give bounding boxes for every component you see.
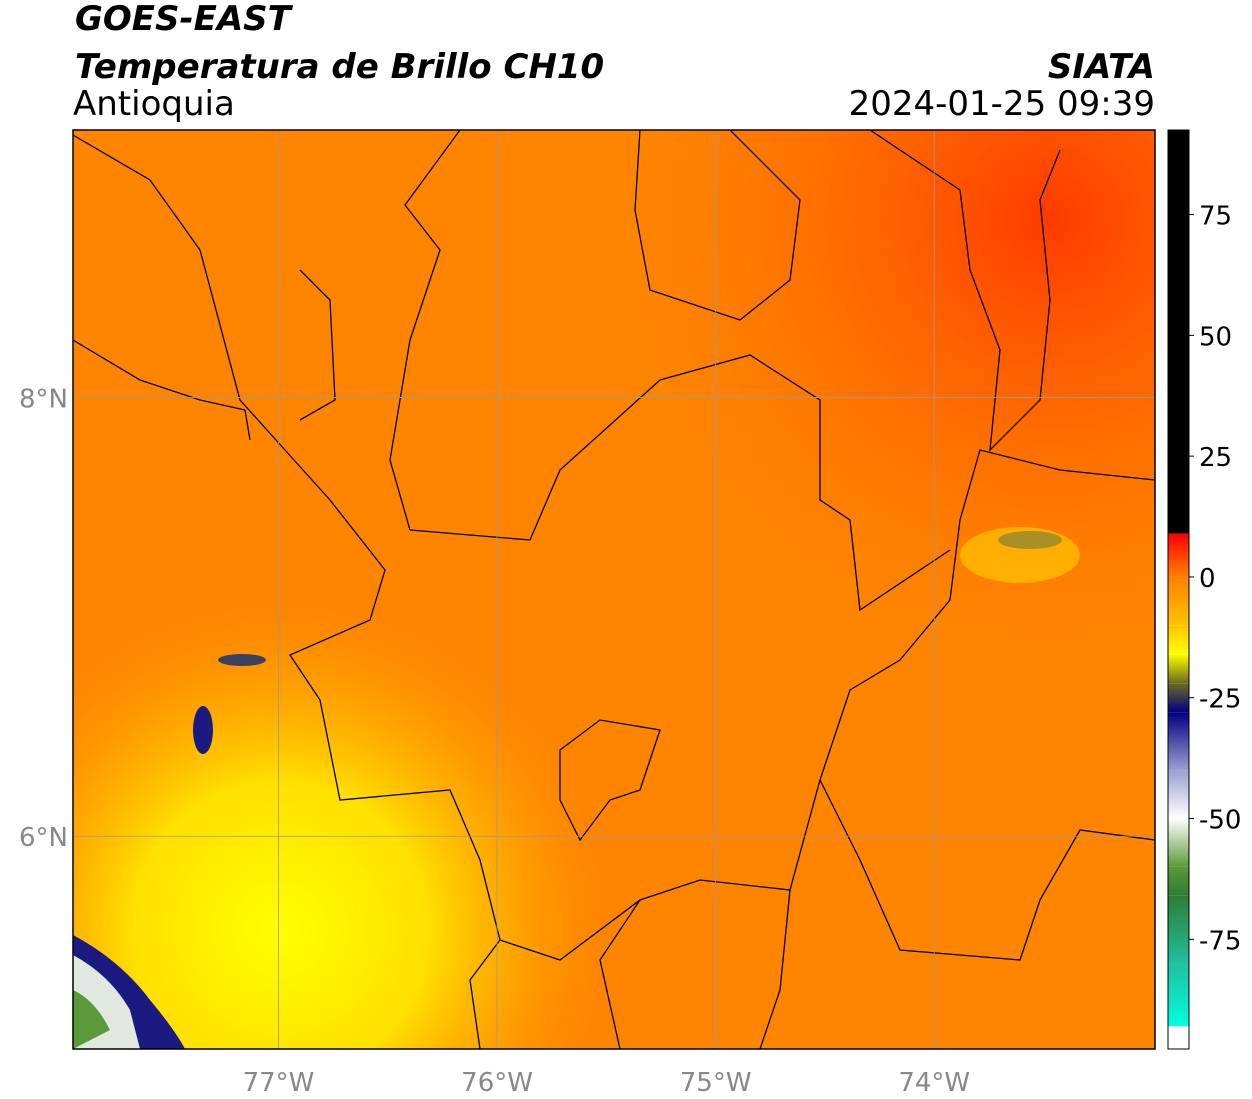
x-tick-label: 76°W bbox=[461, 1068, 533, 1098]
colorbar-tick-label: 50 bbox=[1199, 322, 1232, 352]
colorbar-tick-label: 25 bbox=[1199, 443, 1232, 473]
x-tick-label: 75°W bbox=[680, 1068, 752, 1098]
colorbar-segment bbox=[1168, 1026, 1189, 1027]
colorbar-segment bbox=[1168, 1026, 1189, 1049]
map-frame bbox=[72, 129, 1156, 1050]
cold-area bbox=[73, 130, 1155, 1049]
colorbar-tick-label: 0 bbox=[1199, 564, 1216, 594]
border bbox=[559, 719, 661, 842]
cloud bbox=[218, 654, 266, 666]
border bbox=[634, 130, 801, 321]
title: GOES-EAST bbox=[75, 0, 294, 39]
grid bbox=[73, 130, 1155, 1049]
y-tick-label: 6°N bbox=[19, 823, 68, 853]
colorbar-segment bbox=[1168, 963, 1189, 1027]
colorbar-segment bbox=[1168, 818, 1189, 867]
x-tick-label: 77°W bbox=[243, 1068, 315, 1098]
colorbar-segment bbox=[1168, 895, 1189, 964]
colorbar-segment bbox=[1168, 625, 1189, 655]
cloud bbox=[73, 990, 110, 1049]
cloud bbox=[960, 527, 1080, 583]
colorbar-segment bbox=[1168, 533, 1189, 534]
region: Antioquia bbox=[73, 84, 235, 124]
colorbar-segment bbox=[1168, 712, 1189, 771]
map-image bbox=[73, 130, 1155, 1049]
border bbox=[819, 779, 1155, 961]
border bbox=[409, 354, 951, 612]
subtitle: Temperatura de Brillo CH10 bbox=[75, 47, 604, 87]
colorbar-segment bbox=[1168, 654, 1189, 684]
border bbox=[389, 130, 461, 531]
source: SIATA bbox=[1048, 47, 1155, 87]
colorbar-frame bbox=[1167, 129, 1190, 1050]
datetime: 2024-01-25 09:39 bbox=[849, 84, 1155, 124]
border bbox=[869, 130, 1061, 452]
colorbar-segment bbox=[1168, 770, 1189, 819]
colorbar-tick-label: -50 bbox=[1199, 806, 1241, 836]
cloud bbox=[193, 706, 213, 754]
colorbar-segment bbox=[1168, 683, 1189, 713]
colorbar-segment bbox=[1168, 533, 1189, 577]
y-tick-label: 8°N bbox=[19, 385, 68, 415]
colorbar-segment bbox=[1168, 576, 1189, 626]
coastline bbox=[73, 269, 336, 441]
colorbar-segment bbox=[1168, 130, 1189, 534]
border bbox=[469, 889, 791, 1049]
x-tick-label: 74°W bbox=[898, 1068, 970, 1098]
colorbar-tick-label: 75 bbox=[1199, 202, 1232, 232]
colorbar-tick-label: -25 bbox=[1199, 685, 1241, 715]
colorbar-tick-label: -75 bbox=[1199, 926, 1241, 956]
colorbar-segment bbox=[1168, 866, 1189, 896]
